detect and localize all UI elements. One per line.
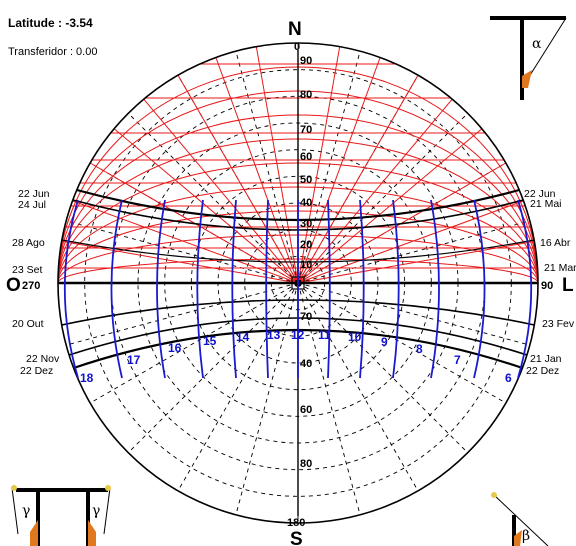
- alpha-symbol: α: [532, 36, 542, 52]
- scale-label: 20: [300, 239, 312, 251]
- date-label: 22 Nov: [26, 353, 60, 365]
- scale-label: 60: [300, 404, 312, 416]
- protractor-ray: [113, 128, 299, 283]
- protractor-ray: [215, 57, 299, 283]
- protractor-ray: [297, 57, 381, 283]
- hour-line: [517, 199, 533, 379]
- hour-label: 9: [381, 335, 388, 349]
- date-label: 24 Jul: [18, 199, 46, 211]
- hour-line: [327, 199, 331, 379]
- hour-label: 10: [348, 330, 362, 344]
- date-label: 23 Set: [12, 264, 42, 276]
- date-label: 22 Jun: [18, 188, 50, 200]
- scale-label: 40: [300, 197, 312, 209]
- hour-label: 11: [318, 328, 331, 342]
- grid-dashed-ray: [127, 282, 299, 454]
- south-label: S: [290, 529, 303, 546]
- hour-labels: 18 17 16 15 14 13 12 11 10 9 8 7 6: [80, 328, 512, 385]
- hour-label: 14: [236, 330, 250, 344]
- date-label: 20 Out: [12, 318, 44, 330]
- hour-line: [392, 199, 400, 379]
- grid-dashed-ray: [297, 220, 530, 284]
- protractor-ray: [297, 46, 341, 283]
- east-azimuth-label: 90: [541, 280, 553, 292]
- date-label: 21 Mar: [544, 262, 576, 274]
- protractor-ray: [61, 240, 299, 283]
- protractor-readout: Transferidor : 0.00: [8, 46, 98, 58]
- grid-dashed-ray: [297, 282, 469, 454]
- scale-label: 10: [300, 259, 312, 271]
- scale-label: 90: [300, 55, 312, 67]
- grid-dashed-ray: [66, 282, 299, 346]
- hour-label: 17: [127, 353, 141, 367]
- vertical-scale: 90 80 70 60 50 40 30 20 10 70 40 60 80: [300, 55, 312, 470]
- grid-dashed-ray: [297, 282, 530, 346]
- scale-label: 30: [300, 218, 312, 230]
- hour-label: 15: [203, 334, 217, 348]
- hour-line: [359, 199, 365, 379]
- date-label: 28 Ago: [12, 237, 45, 249]
- hour-label: 13: [267, 328, 281, 342]
- hour-label: 8: [416, 342, 423, 356]
- hour-line: [196, 199, 204, 379]
- protractor-ray: [297, 98, 453, 283]
- date-label: 22 Dez: [20, 365, 53, 377]
- south-azimuth-label: 180: [287, 517, 305, 529]
- hour-label: 6: [505, 371, 512, 385]
- date-label: 21 Jan: [530, 353, 562, 365]
- scale-label: 70: [300, 124, 312, 136]
- hour-line: [231, 199, 237, 379]
- protractor-ray: [297, 240, 535, 283]
- scale-label: 40: [300, 358, 312, 370]
- protractor-ray: [297, 200, 524, 283]
- protractor-ray: [297, 128, 483, 283]
- date-label: 16 Abr: [540, 237, 571, 249]
- gamma-angle-icon[interactable]: γ γ: [11, 485, 111, 546]
- gamma-symbol-left: γ: [22, 503, 30, 519]
- date-labels-left: 22 Jun 24 Jul 28 Ago 23 Set 20 Out 22 No…: [12, 188, 60, 377]
- protractor-ray: [143, 98, 299, 283]
- scale-label: 80: [300, 89, 312, 101]
- hour-label: 16: [168, 341, 182, 355]
- hour-line: [156, 199, 166, 379]
- cardinal-labels: N 0 S 180 O 270 L 90: [6, 19, 574, 546]
- beta-angle-icon[interactable]: β: [491, 492, 549, 546]
- north-label: N: [288, 19, 302, 40]
- protractor-ray: [177, 74, 299, 283]
- latitude-readout: Latitude : -3.54: [8, 16, 93, 30]
- hour-line: [110, 199, 123, 379]
- hour-label: 7: [454, 353, 461, 367]
- hour-line: [473, 199, 486, 379]
- west-azimuth-label: 270: [22, 280, 40, 292]
- date-label: 21 Mai: [530, 198, 562, 210]
- protractor-ray: [297, 74, 419, 283]
- date-labels-right: 22 Jun 21 Mai 16 Abr 21 Mar 23 Fev 21 Ja…: [524, 188, 576, 377]
- beta-symbol: β: [522, 528, 530, 544]
- scale-label: 50: [300, 174, 312, 186]
- north-azimuth-label: 0: [294, 41, 300, 53]
- date-label: 22 Dez: [526, 365, 559, 377]
- scale-label: 80: [300, 458, 312, 470]
- hour-label: 18: [80, 371, 94, 385]
- hour-lines: [63, 199, 533, 379]
- east-label: L: [562, 275, 574, 296]
- west-label: O: [6, 275, 21, 296]
- hour-line: [63, 199, 79, 379]
- scale-label: 60: [300, 151, 312, 163]
- protractor-ray: [255, 46, 299, 283]
- alpha-angle-icon[interactable]: α: [490, 16, 567, 100]
- hour-line: [430, 199, 440, 379]
- grid-dashed-ray: [66, 220, 299, 284]
- scale-label: 70: [300, 311, 312, 323]
- date-label: 22 Jun: [524, 188, 556, 200]
- hour-line: [265, 199, 269, 379]
- gamma-symbol-right: γ: [92, 503, 100, 519]
- protractor-ray: [72, 200, 299, 283]
- date-label: 23 Fev: [542, 318, 575, 330]
- grid-dashed-ray: [297, 282, 419, 492]
- hour-label: 12: [291, 328, 305, 342]
